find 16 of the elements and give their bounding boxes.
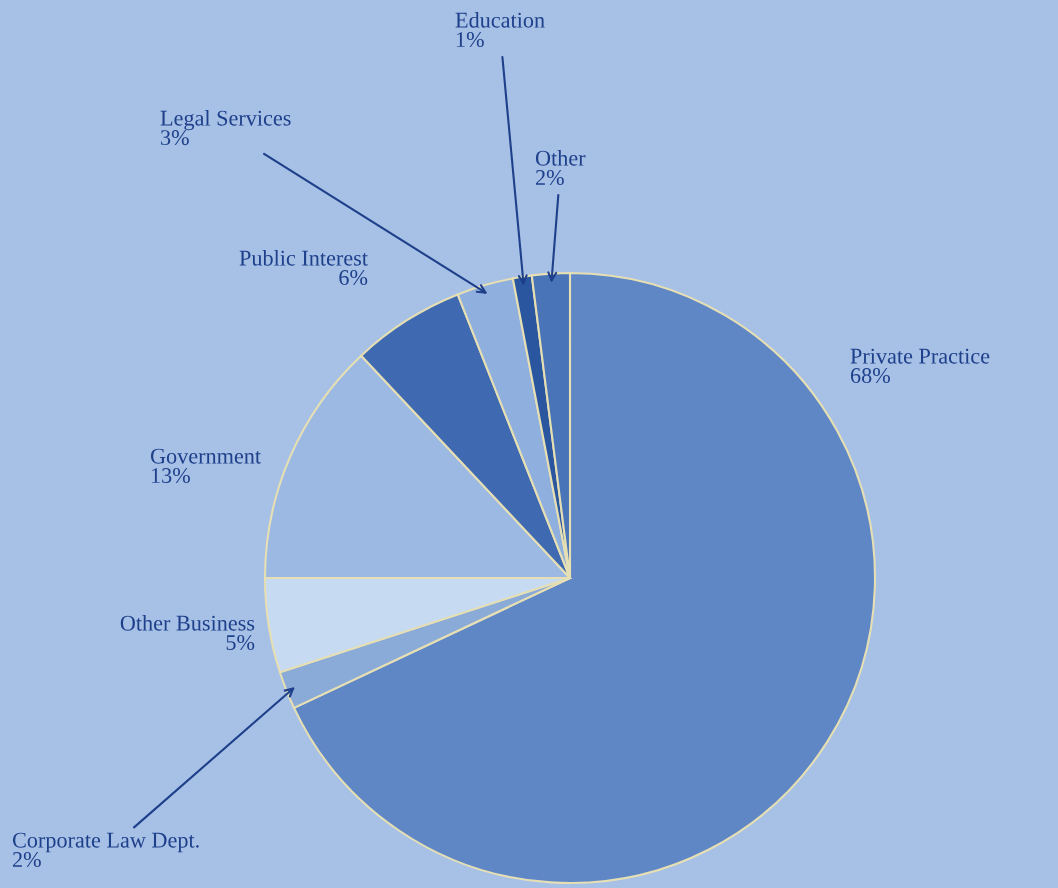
data-label: 5% xyxy=(226,635,255,651)
data-label: 3% xyxy=(161,130,189,146)
slice-label: Education xyxy=(455,12,545,28)
data-label: 68% xyxy=(850,368,890,384)
data-label: 6% xyxy=(339,270,368,286)
data-label: 1% xyxy=(456,32,484,48)
data-label: 2% xyxy=(12,852,41,868)
data-label: 2% xyxy=(535,170,564,186)
slice-label: Government xyxy=(150,448,261,464)
slice-label: Public Interest xyxy=(239,250,368,266)
slice-label: Corporate Law Dept. xyxy=(12,832,199,853)
slice-label: Private Practice xyxy=(850,348,990,364)
slice-label: Other xyxy=(535,150,586,166)
slice-label: Other Business xyxy=(120,615,255,631)
slice-label: Legal Services xyxy=(160,110,291,131)
data-label: 13% xyxy=(151,468,190,484)
